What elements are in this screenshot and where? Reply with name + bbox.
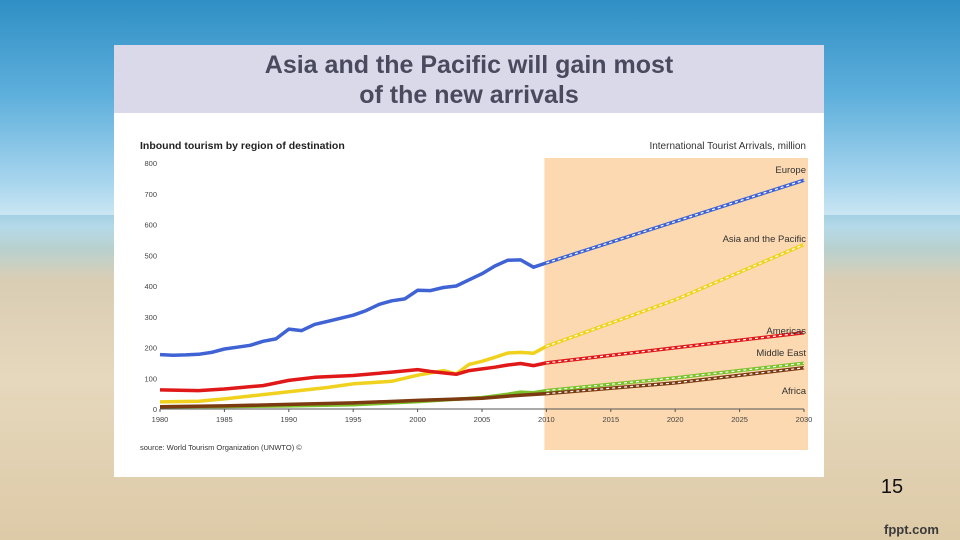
chart-source: source: World Tourism Organization (UNWT… [140, 443, 302, 452]
forecast-region [544, 158, 808, 450]
y-tick-label: 600 [144, 221, 157, 230]
slide-title-line-2: of the new arrivals [359, 81, 579, 109]
title-band: Asia and the Pacific will gain most of t… [114, 45, 824, 113]
x-tick-label: 2015 [602, 415, 619, 424]
series-forecast-dash-africa [546, 367, 805, 395]
y-tick-label: 800 [144, 159, 157, 168]
x-tick-label: 1990 [280, 415, 297, 424]
chart-title: Inbound tourism by region of destination [140, 140, 345, 152]
series-forecast-dash-americas [546, 332, 805, 364]
y-tick-label: 700 [144, 190, 157, 199]
series-label-middle-east: Middle East [756, 348, 806, 359]
x-tick-label: 2030 [796, 415, 813, 424]
slide-number: 15 [880, 476, 904, 498]
y-tick-label: 300 [144, 313, 157, 322]
series-line-asia-and-the-pacific [159, 344, 548, 404]
x-tick-label: 1995 [345, 415, 362, 424]
slide-title-line-1: Asia and the Pacific will gain most [264, 51, 674, 79]
series-label-africa: Africa [782, 386, 807, 397]
series-label-asia-and-the-pacific: Asia and the Pacific [723, 234, 807, 245]
y-tick-label: 200 [144, 344, 157, 353]
y-tick-label: 500 [144, 251, 157, 260]
x-tick-label: 2005 [474, 415, 491, 424]
slide-card: Asia and the Pacific will gain most of t… [114, 45, 824, 477]
series-line-europe [159, 258, 547, 357]
brand-logo-text: fppt.com [884, 522, 939, 537]
series-label-europe: Europe [775, 165, 806, 176]
x-tick-label: 1980 [152, 415, 169, 424]
y-tick-label: 0 [153, 405, 157, 414]
x-tick-label: 2010 [538, 415, 555, 424]
series-forecast-dash-middle-east [546, 362, 805, 392]
x-tick-label: 1985 [216, 415, 233, 424]
x-tick-label: 2025 [731, 415, 748, 424]
series-label-americas: Americas [766, 326, 806, 337]
series-line-americas [159, 361, 547, 393]
series-forecast-europe [545, 178, 805, 265]
y-tick-label: 100 [144, 374, 157, 383]
chart-area: Inbound tourism by region of destination… [114, 113, 824, 477]
x-tick-label: 2000 [409, 415, 426, 424]
x-tick-label: 2020 [667, 415, 684, 424]
y-tick-label: 400 [144, 282, 157, 291]
series-line-africa [159, 391, 547, 409]
series-forecast-dash-asia-and-the-pacific [546, 243, 805, 347]
chart-subtitle: International Tourist Arrivals, million [649, 141, 806, 152]
tourism-line-chart: Inbound tourism by region of destination… [140, 140, 813, 452]
